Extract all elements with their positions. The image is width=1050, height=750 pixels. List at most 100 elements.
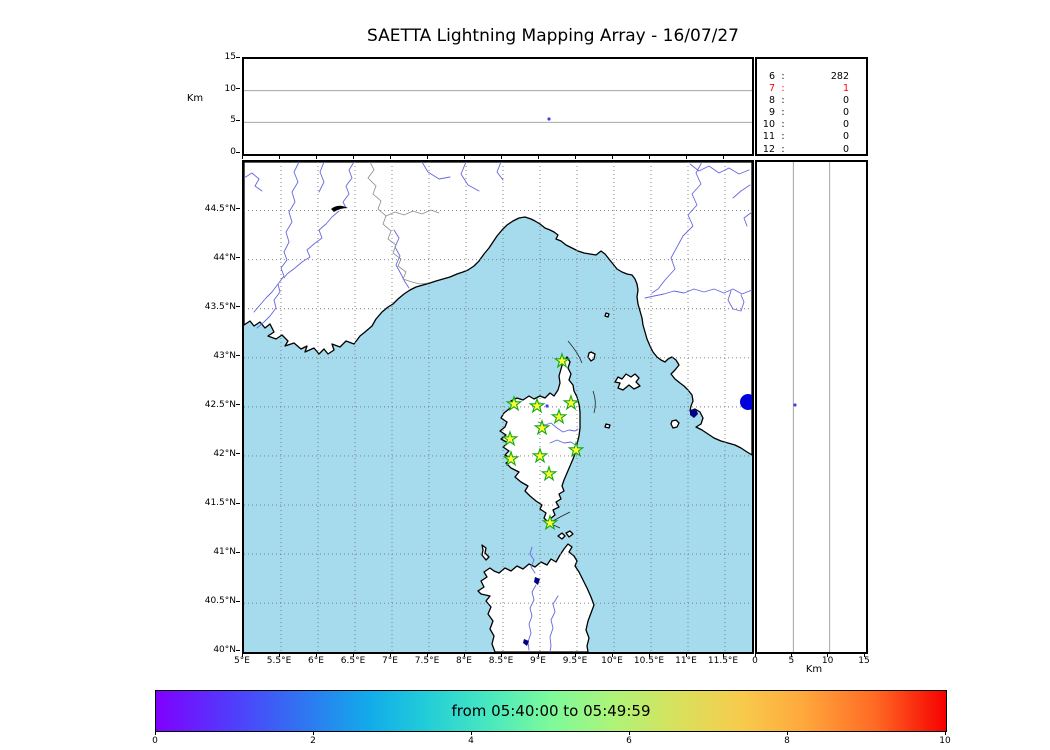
- colorbar-label: from 05:40:00 to 05:49:59: [451, 702, 651, 720]
- tick-label: 10.5°E: [633, 656, 665, 666]
- tick-label: 9.5°E: [562, 656, 588, 666]
- island-elba: [614, 373, 641, 391]
- station-count-row: 12: 0: [757, 143, 866, 155]
- stat-label: 9: [768, 107, 775, 119]
- islet-line-bonifacio: [552, 511, 571, 522]
- altitude-axis-label: Km: [186, 93, 204, 104]
- axis-tick: [463, 154, 465, 159]
- island-pianosa: [604, 423, 611, 429]
- axis-tick: [648, 652, 650, 657]
- axis-tick: [278, 154, 280, 159]
- river-po-tributary: [460, 162, 480, 192]
- tick-label: 0: [230, 147, 236, 157]
- axis-tick: [315, 652, 317, 657]
- tick-label: 43.5°N: [204, 301, 236, 312]
- stat-colon: :: [781, 83, 785, 95]
- axis-tick: [235, 502, 240, 504]
- tick-label: 6°E: [308, 656, 324, 666]
- stat-colon: :: [781, 119, 785, 131]
- station-star: [528, 396, 546, 414]
- sea-contour: [592, 390, 596, 414]
- island-asinara: [481, 544, 490, 561]
- axis-tick: [685, 154, 687, 159]
- tick-label: 6.5°E: [340, 656, 366, 666]
- axis-tick: [944, 731, 946, 735]
- colorbar: from 05:40:00 to 05:49:59: [155, 690, 947, 732]
- river: [689, 163, 750, 175]
- stat-colon: :: [781, 71, 785, 82]
- island-maddalena: [557, 532, 566, 540]
- border-france-italy: [367, 162, 429, 285]
- axis-tick: [463, 652, 465, 657]
- lake-serre-poncon: [331, 205, 348, 212]
- lake-sardinia: [534, 577, 540, 585]
- river: [732, 184, 751, 199]
- altitude-latitude-panel: [755, 160, 868, 654]
- axis-tick: [352, 154, 354, 159]
- station-star: [562, 393, 580, 411]
- geographic-map: [244, 162, 752, 652]
- stat-value: 0: [842, 131, 849, 143]
- sea-contour: [567, 340, 583, 364]
- river-po-tributary: [496, 162, 504, 181]
- tick-label: 7°E: [382, 656, 398, 666]
- axis-tick: [426, 154, 428, 159]
- stat-label: 12: [762, 143, 775, 155]
- coastline-mainland: [244, 162, 752, 456]
- axis-tick: [827, 652, 829, 657]
- station-counts-panel: 6: 282 7: 1 8: 0 9: 0 10: 0 11: 0 12: 0: [755, 57, 868, 156]
- stat-label: 6: [768, 71, 775, 82]
- axis-tick: [722, 154, 724, 159]
- station-star: [550, 407, 568, 425]
- river: [743, 211, 752, 227]
- stat-value: 282: [830, 71, 849, 82]
- axis-tick: [235, 355, 240, 357]
- station-star: [501, 429, 519, 447]
- tick-label: 10: [224, 83, 236, 94]
- tick-label: 43°N: [213, 350, 236, 361]
- axis-tick: [574, 154, 576, 159]
- tick-label: 8°E: [456, 656, 472, 666]
- tick-label: 5: [788, 656, 795, 666]
- axis-tick: [786, 731, 788, 735]
- altitude-longitude-panel: [242, 57, 754, 156]
- tick-label: 8: [784, 736, 790, 746]
- river-golo: [537, 421, 579, 433]
- axis-tick: [611, 154, 613, 159]
- tick-label: 15: [858, 656, 870, 666]
- coastline-sardinia: [477, 543, 595, 652]
- tick-label: 44.5°N: [204, 203, 236, 214]
- tick-label: 5: [230, 115, 236, 126]
- tick-label: 6: [626, 736, 632, 746]
- tick-label: 0: [152, 736, 158, 746]
- figure-title: SAETTA Lightning Mapping Array - 16/07/2…: [367, 26, 739, 46]
- river-rhone: [256, 162, 300, 329]
- station-count-row: 6: 282: [757, 71, 866, 83]
- stat-value: 1: [842, 83, 849, 95]
- island-capraia: [587, 351, 596, 362]
- lightning-source-dot: [793, 403, 797, 407]
- axis-tick: [235, 404, 240, 406]
- stat-value: 0: [842, 119, 849, 131]
- station-count-row: 11: 0: [757, 131, 866, 143]
- tick-label: 41.5°N: [204, 498, 236, 509]
- station-count-row: 10: 0: [757, 119, 866, 131]
- map-markers: [501, 351, 752, 531]
- river: [318, 162, 325, 193]
- axis-tick: [470, 731, 472, 735]
- altitude-panel-markers: [547, 117, 551, 121]
- axis-tick: [500, 154, 502, 159]
- stat-label: 8: [768, 95, 775, 107]
- axis-tick: [235, 600, 240, 602]
- axis-tick: [241, 652, 243, 657]
- axis-tick: [154, 731, 156, 735]
- stat-colon: :: [781, 131, 785, 143]
- tick-label: 5.5°E: [266, 656, 292, 666]
- station-counts-list: 6: 282 7: 1 8: 0 9: 0 10: 0 11: 0 12: 0: [757, 59, 866, 155]
- axis-tick: [241, 154, 243, 159]
- map-panel: [242, 160, 754, 654]
- coastline-corsica: [499, 356, 581, 523]
- tick-label: 41°N: [213, 547, 236, 558]
- axis-tick: [685, 652, 687, 657]
- axis-tick: [611, 652, 613, 657]
